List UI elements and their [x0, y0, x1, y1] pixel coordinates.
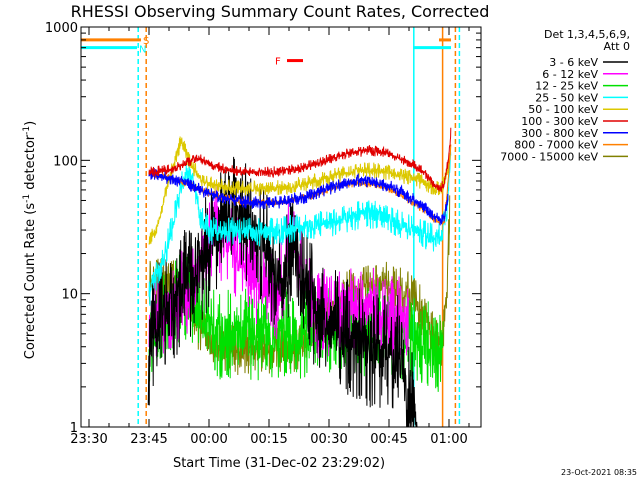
legend-label-3: 12 - 25 keV: [535, 80, 598, 93]
legend-label-7: 300 - 800 keV: [521, 127, 598, 140]
plot-frame: [80, 26, 482, 428]
flag-label-n: N: [139, 45, 146, 56]
y-axis: 1 10 100 1000: [45, 21, 481, 436]
x-axis-label: Start Time (31-Dec-02 23:29:02): [173, 456, 385, 471]
x-tick-label-7: 01:00: [430, 432, 467, 447]
series-line-6: [148, 127, 452, 192]
y-axis-label-sup2: -1: [22, 126, 32, 135]
plot-data: SN F: [81, 27, 461, 427]
y-tick-label-4: 1000: [45, 21, 78, 36]
y-axis-label-sup1: -1: [22, 194, 32, 203]
x-tick-label-5: 00:30: [310, 432, 347, 447]
x-tick-label-4: 00:15: [250, 432, 287, 447]
y-tick-label-2: 10: [61, 288, 78, 303]
series-line-1: [147, 156, 418, 427]
footer-timestamp: 23-Oct-2021 08:35: [561, 468, 637, 477]
y-axis-label-mid: detector: [23, 134, 38, 194]
legend-label-8: 800 - 7000 keV: [514, 139, 598, 152]
y-axis-label-main: Corrected Count Rate (s: [23, 203, 38, 360]
plot-border: [80, 26, 482, 428]
y-axis-label-end: ): [23, 121, 38, 126]
legend-header-1: Det 1,3,4,5,6,9,: [544, 28, 630, 41]
x-axis: 23:30 23:45 00:00 00:15 00:30 00:45 01:00: [70, 27, 470, 447]
legend-label-9: 7000 - 15000 keV: [500, 150, 598, 163]
y-tick-label-3: 100: [53, 154, 78, 169]
x-tick-label-3: 00:00: [190, 432, 227, 447]
flag-label-f: F: [275, 57, 281, 68]
x-tick-label-6: 00:45: [370, 432, 407, 447]
legend-label-2: 6 - 12 keV: [542, 68, 598, 81]
y-tick-label-1: 1: [70, 421, 78, 436]
x-tick-label-2: 23:45: [130, 432, 167, 447]
legend-label-6: 100 - 300 keV: [521, 115, 598, 128]
flag-label-s: S: [143, 36, 149, 47]
y-axis-label: Corrected Count Rate (s-1 detector-1): [22, 121, 38, 359]
series-line-7: [148, 168, 449, 226]
legend-label-5: 50 - 100 keV: [528, 103, 598, 116]
legend-label-4: 25 - 50 keV: [535, 91, 598, 104]
series-line-4: [148, 151, 452, 306]
chart-title: RHESSI Observing Summary Count Rates, Co…: [71, 2, 490, 21]
x-tick-label-1: 23:30: [70, 432, 107, 447]
series-line-5: [148, 136, 452, 245]
legend-header-2: Att 0: [604, 40, 630, 53]
legend-label-1: 3 - 6 keV: [549, 56, 598, 69]
